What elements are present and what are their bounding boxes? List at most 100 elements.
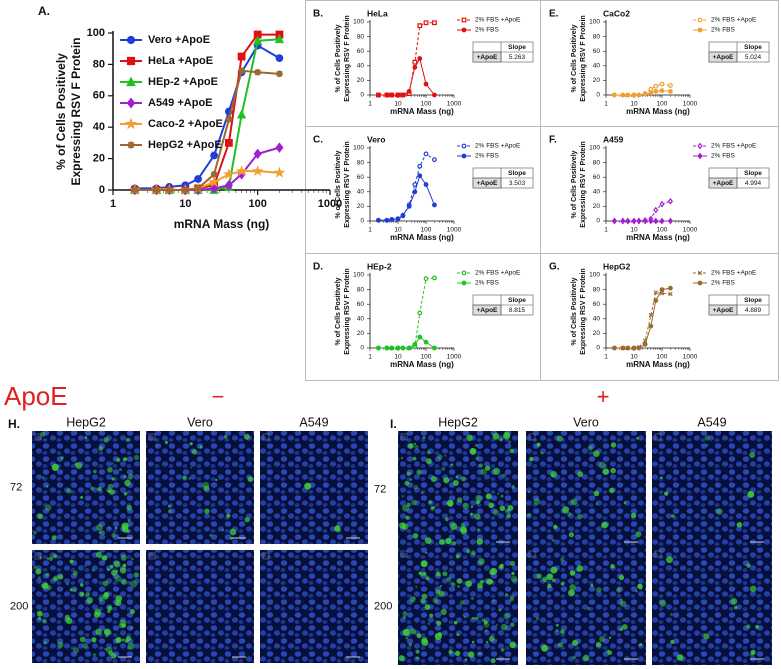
green-signal xyxy=(470,596,474,600)
tile-marker xyxy=(528,433,536,441)
green-signal xyxy=(470,512,473,516)
y-tick-label: 40 xyxy=(593,63,601,70)
green-signal xyxy=(490,658,496,664)
marker xyxy=(648,323,654,329)
row-label: 72 xyxy=(10,481,22,493)
marker xyxy=(631,92,637,98)
marker xyxy=(659,287,665,293)
green-signal xyxy=(437,454,443,460)
micrograph xyxy=(398,431,518,548)
green-signal xyxy=(568,589,575,597)
y-axis-label: % of Cells Positively xyxy=(335,277,342,345)
tile-marker xyxy=(262,552,270,560)
green-signal xyxy=(405,636,409,640)
green-signal xyxy=(422,436,426,439)
green-signal xyxy=(445,537,452,545)
x-tick-label: 1000 xyxy=(318,198,342,210)
green-signal xyxy=(113,560,121,568)
marker xyxy=(131,186,139,194)
micrograph xyxy=(146,431,254,544)
marker xyxy=(432,345,437,351)
green-signal xyxy=(412,456,417,461)
panel-label: I. xyxy=(390,417,397,431)
marker xyxy=(412,182,418,187)
green-signal xyxy=(74,462,79,467)
marker xyxy=(412,64,418,70)
green-signal xyxy=(542,576,548,582)
green-signal xyxy=(489,568,497,576)
micrograph xyxy=(260,550,368,663)
green-signal xyxy=(98,596,104,602)
y-axis-label: Expressing RSV F Protein xyxy=(344,268,351,354)
column-label: HepG2 xyxy=(438,415,478,429)
green-signal xyxy=(156,444,159,447)
green-signal xyxy=(485,465,491,471)
green-signal xyxy=(421,593,428,600)
green-signal xyxy=(45,504,52,511)
chart-title: Vero xyxy=(367,134,385,144)
legend-label: 2% FBS +ApoE xyxy=(475,143,521,150)
x-tick-label: 10 xyxy=(394,101,402,108)
green-signal xyxy=(36,610,43,617)
green-signal xyxy=(123,475,127,479)
green-signal xyxy=(620,598,623,601)
marker xyxy=(667,217,673,225)
x-tick-label: 1000 xyxy=(683,227,698,234)
green-signal xyxy=(66,488,72,494)
green-signal xyxy=(429,613,434,618)
green-signal xyxy=(569,570,576,576)
green-signal xyxy=(441,467,446,471)
green-signal xyxy=(168,504,172,508)
marker xyxy=(276,70,283,78)
green-signal xyxy=(456,497,463,503)
green-signal xyxy=(474,443,478,447)
marker xyxy=(417,310,423,316)
marker xyxy=(625,217,631,225)
y-tick-label: 100 xyxy=(353,145,364,152)
green-signal xyxy=(33,565,38,570)
green-signal xyxy=(557,642,563,648)
green-signal xyxy=(622,619,625,622)
marker xyxy=(432,202,437,208)
green-signal xyxy=(443,477,450,484)
green-signal xyxy=(38,617,42,621)
marker xyxy=(210,151,219,160)
marker xyxy=(376,345,381,351)
green-signal xyxy=(451,582,456,587)
x-tick-label: 1 xyxy=(604,227,608,234)
marker xyxy=(412,59,418,65)
green-signal xyxy=(749,452,756,458)
y-tick-label: 40 xyxy=(593,189,601,196)
x-axis-label: mRNA Mass (ng) xyxy=(626,233,690,242)
green-signal xyxy=(666,556,673,564)
x-tick-label: 10 xyxy=(630,227,638,234)
marker xyxy=(389,92,395,98)
green-signal xyxy=(426,450,431,455)
green-signal xyxy=(86,597,93,604)
green-signal xyxy=(595,641,602,648)
micrograph xyxy=(652,431,772,548)
x-axis-label: mRNA Mass (ng) xyxy=(390,360,454,369)
green-signal xyxy=(432,597,439,604)
x-tick-label: 100 xyxy=(248,198,266,210)
marker xyxy=(461,280,467,286)
chart-title: HeLa xyxy=(367,8,388,18)
green-signal xyxy=(630,512,637,518)
green-signal xyxy=(590,584,594,587)
green-signal xyxy=(497,492,500,495)
green-signal xyxy=(452,480,459,486)
marker xyxy=(210,183,219,194)
marker xyxy=(648,217,654,225)
green-signal xyxy=(82,643,88,649)
green-signal xyxy=(103,437,109,443)
green-signal xyxy=(202,481,210,489)
green-signal xyxy=(120,554,127,561)
green-signal xyxy=(107,483,114,490)
green-signal xyxy=(535,617,540,621)
slope-value: 8.815 xyxy=(509,307,526,314)
green-signal xyxy=(107,568,110,571)
row-label: 72 xyxy=(374,483,386,495)
y-tick-label: 100 xyxy=(353,19,364,26)
green-signal xyxy=(126,505,132,511)
green-signal xyxy=(244,517,250,523)
